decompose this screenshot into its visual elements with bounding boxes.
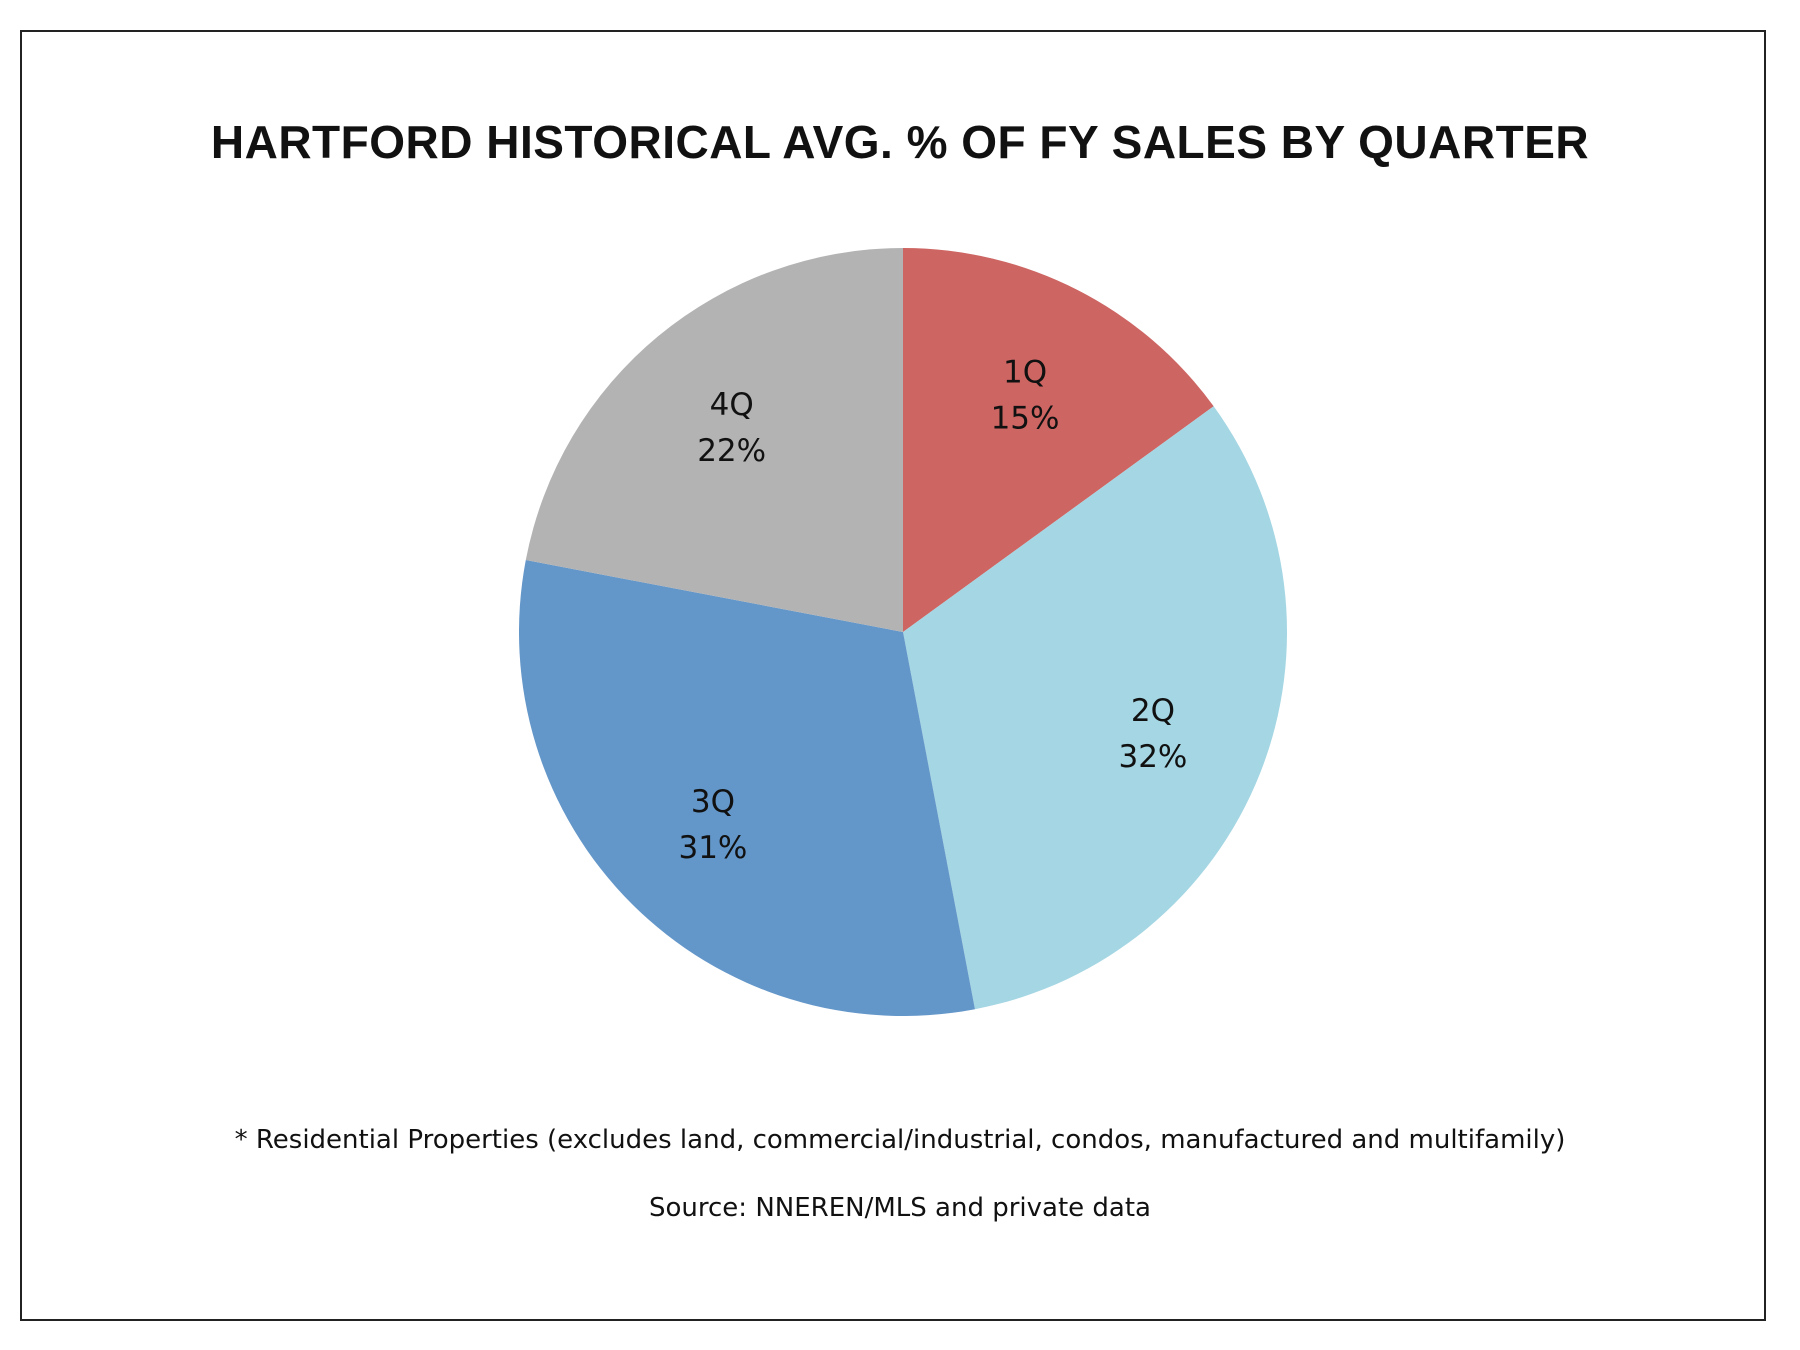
source-note: Source: NNEREN/MLS and private data [649, 1193, 1151, 1223]
slice-label-2q: 2Q [1131, 693, 1175, 729]
slice-value-4q: 22% [697, 433, 766, 469]
slice-label-3q: 3Q [691, 784, 735, 820]
footnote: * Residential Properties (excludes land,… [234, 1125, 1566, 1155]
slice-value-1q: 15% [991, 400, 1060, 436]
slice-label-4q: 4Q [710, 387, 754, 423]
slice-value-2q: 32% [1118, 739, 1187, 775]
pie-slice-3q [519, 560, 975, 1016]
pie-slices [519, 248, 1287, 1016]
slice-value-3q: 31% [678, 830, 747, 866]
pie-labels: 1Q 15% 2Q 32% 3Q 31% 4Q 22% [678, 354, 1187, 866]
pie-slice-4q [525, 248, 903, 632]
pie-slice-1q [903, 248, 1214, 632]
slice-label-1q: 1Q [1003, 354, 1047, 390]
pie-slice-2q [903, 406, 1287, 1010]
chart-title: HARTFORD HISTORICAL AVG. % OF FY SALES B… [210, 116, 1590, 168]
